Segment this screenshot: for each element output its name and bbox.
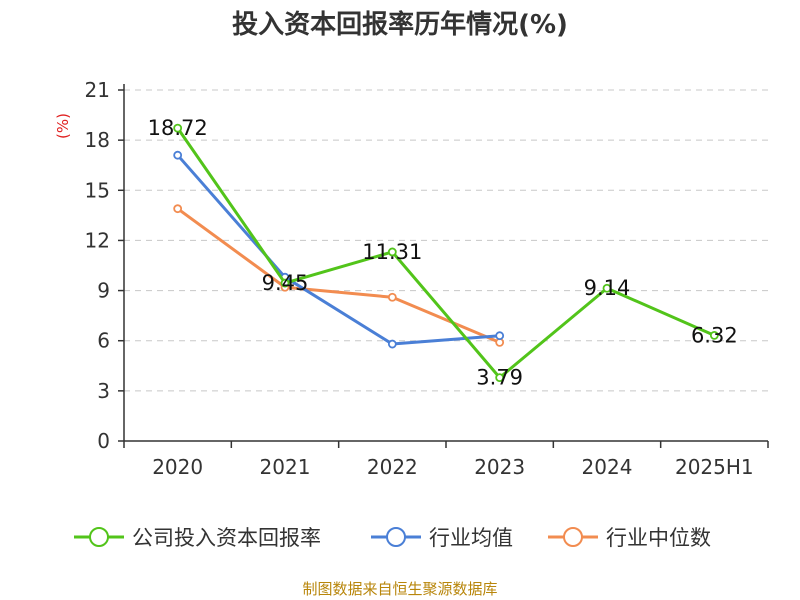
source-note: 制图数据来自恒生聚源数据库 <box>302 580 497 598</box>
series-line <box>176 127 715 380</box>
y-tick-label: 18 <box>85 128 110 152</box>
legend-marker <box>563 527 583 547</box>
x-tick-label: 2020 <box>152 455 203 479</box>
x-tick-label: 2021 <box>260 455 311 479</box>
data-point <box>495 373 505 383</box>
y-tick-label: 21 <box>85 78 110 102</box>
y-unit-label: (%) <box>54 113 72 139</box>
legend-item-2[interactable]: 行业中位数 <box>548 526 711 550</box>
axes <box>118 84 769 448</box>
data-point <box>602 283 612 293</box>
data-label: 9.45 <box>262 271 309 295</box>
series-line <box>176 207 501 344</box>
series-0 <box>173 123 719 383</box>
data-label: 6.32 <box>691 323 738 347</box>
y-tick-label: 3 <box>97 379 110 403</box>
legend-marker <box>89 527 109 547</box>
data-point <box>173 150 183 160</box>
legend-label: 公司投入资本回报率 <box>132 526 321 550</box>
legend-label: 行业中位数 <box>606 526 711 550</box>
legend: 公司投入资本回报率 行业均值 行业中位数 <box>74 526 711 550</box>
y-tick-label: 12 <box>85 228 110 252</box>
data-label: 3.79 <box>476 366 523 390</box>
series-1 <box>173 150 505 349</box>
legend-marker <box>386 527 406 547</box>
series-layer <box>173 123 719 383</box>
data-point <box>387 247 397 257</box>
legend-label: 行业均值 <box>429 526 513 550</box>
series-line <box>176 154 500 346</box>
x-tick-label: 2024 <box>582 455 633 479</box>
legend-item-0[interactable]: 公司投入资本回报率 <box>74 526 321 550</box>
data-point <box>495 331 505 341</box>
data-labels: 18.72 9.45 11.31 3.79 9.14 6.32 <box>148 116 738 390</box>
data-label: 9.14 <box>584 276 631 300</box>
y-tick-label: 9 <box>97 279 110 303</box>
x-tick-label: 2022 <box>367 455 418 479</box>
x-tick-label: 2023 <box>474 455 525 479</box>
y-tick-labels: 0 3 6 9 12 15 18 21 <box>85 78 110 453</box>
y-tick-label: 6 <box>97 329 110 353</box>
y-tick-label: 15 <box>85 178 110 202</box>
data-label: 18.72 <box>148 116 208 140</box>
data-point <box>173 204 183 214</box>
x-tick-labels: 2020 2021 2022 2023 2024 2025H1 <box>152 455 753 479</box>
legend-item-1[interactable]: 行业均值 <box>371 526 513 550</box>
data-point <box>709 330 719 340</box>
y-tick-label: 0 <box>97 429 110 453</box>
series-2 <box>173 204 505 347</box>
data-point <box>280 278 290 288</box>
data-label: 11.31 <box>362 240 422 264</box>
data-point <box>173 123 183 133</box>
x-tick-label: 2025H1 <box>675 455 754 479</box>
data-point <box>387 292 397 302</box>
chart-title: 投入资本回报率历年情况(%) <box>232 9 568 40</box>
data-point <box>387 339 397 349</box>
